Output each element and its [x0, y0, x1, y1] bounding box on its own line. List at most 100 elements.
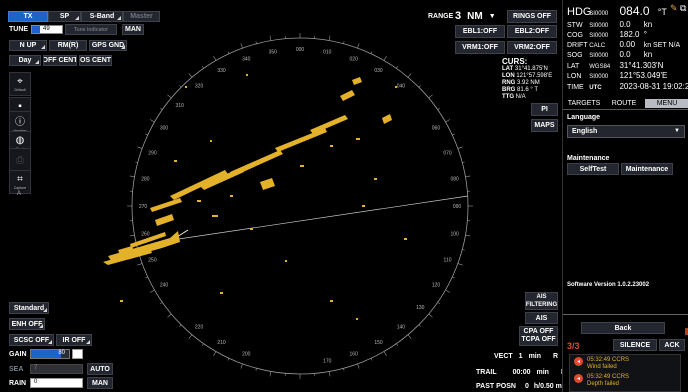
tx-button[interactable]: TX	[8, 11, 48, 22]
bearing-label: 280	[141, 177, 150, 183]
rings-button[interactable]: RINGS OFF	[507, 10, 557, 23]
maintenance-button[interactable]: Maintenance	[621, 163, 673, 175]
maps-button[interactable]: MAPS	[531, 119, 558, 132]
bearing-label: 260	[141, 231, 150, 237]
vect-row[interactable]: VECT 1 min R	[494, 352, 559, 360]
bearing-tick	[445, 289, 450, 293]
radar-echoes	[103, 74, 407, 320]
ebl2-button[interactable]: EBL2:OFF	[507, 25, 557, 38]
ais-filtering-button[interactable]: AIS FILTERING	[525, 292, 558, 310]
bearing-tick	[137, 146, 143, 149]
edit-icon[interactable]: ⧉	[680, 3, 687, 13]
bearing-tick	[437, 107, 440, 110]
range-circle	[131, 37, 469, 375]
back-button[interactable]: Back	[581, 322, 665, 334]
vrm2-button[interactable]: VRM2:OFF	[507, 41, 557, 54]
bearing-label: 290	[148, 150, 157, 156]
nav-row-drift: DRIFT CALC 0.00 kn SET N/A	[567, 40, 681, 49]
default-tool[interactable]: ⌖ Default	[9, 72, 31, 96]
bearing-label: 340	[242, 56, 251, 62]
bearing-tick	[269, 371, 272, 377]
ebl1-button[interactable]: EBL1:OFF	[455, 25, 505, 38]
bearing-label: 300	[160, 126, 169, 132]
alarm-divider	[563, 314, 688, 315]
gain-toggle[interactable]	[72, 349, 83, 359]
off-cent-button[interactable]: OFF CENT	[43, 55, 77, 66]
bearing-tick	[150, 289, 155, 293]
pi-button[interactable]: PI	[531, 103, 558, 116]
ir-button[interactable]: IR OFF	[56, 334, 92, 346]
nav-row-lat: LAT WGS84 31°41.303'N	[567, 61, 664, 70]
past-posn-row[interactable]: PAST POSN 0 h/0.50 min	[476, 382, 569, 390]
language-select[interactable]: English ▼	[567, 125, 685, 138]
rm-button[interactable]: RM(R)	[49, 40, 87, 51]
tab-bar	[563, 97, 688, 110]
silence-button[interactable]: SILENCE	[613, 339, 657, 351]
n-up-button[interactable]: N UP	[9, 40, 47, 51]
ais-button[interactable]: AIS	[525, 312, 558, 324]
gain-slider[interactable]: 80	[30, 349, 70, 359]
sea-slider[interactable]: 7	[30, 364, 83, 374]
nav-row-lon: LON SI0000 121°53.049'E	[567, 71, 668, 80]
bearing-tick	[201, 66, 204, 69]
os-cent-button[interactable]: OS CENT	[79, 55, 112, 66]
bearing-tick	[179, 324, 182, 327]
chevron-down-icon: ▼	[488, 12, 496, 20]
standard-button[interactable]: Standard	[9, 302, 49, 314]
tune-indicator: Tune indicator	[65, 24, 117, 35]
rain-mode-button[interactable]: MAN	[87, 377, 113, 389]
range-selector[interactable]: 3 NM ▼	[455, 9, 505, 23]
tune-field[interactable]: 49	[31, 25, 63, 34]
selftest-button[interactable]: SelfTest	[567, 163, 619, 175]
tune-mode-button[interactable]: MAN	[122, 24, 144, 35]
cursor-row: BRG 81.6 ° T	[502, 87, 538, 93]
capture-tool[interactable]: ⌗ Capture	[9, 170, 31, 194]
enh-button[interactable]: ENH OFF	[9, 318, 45, 330]
list-item[interactable]: ◂ 05:32:49 CCRS Depth failed	[574, 374, 629, 388]
bearing-tick	[328, 35, 331, 41]
bearing-labels: 020 030 040 060 070 080 090 100 110 120 130 140 150 1…	[139, 47, 462, 365]
tab-menu[interactable]: MENU	[645, 99, 688, 108]
gps-gnd-button[interactable]: GPS GND	[89, 40, 127, 51]
gain-value: 80	[58, 350, 65, 356]
scsc-button[interactable]: SCSC OFF	[9, 334, 54, 346]
globe-icon: ◍	[15, 135, 25, 146]
alarm-list[interactable]: ◂ 05:32:49 CCRS Wind failed ◂ 05:32:49 C…	[569, 354, 681, 392]
sp-button[interactable]: SP	[48, 11, 81, 22]
tag-icon: ▪	[18, 101, 22, 112]
bearing-label: 250	[148, 258, 157, 264]
bearing-tick	[150, 119, 155, 123]
bearing-tick	[457, 263, 463, 266]
trail-row[interactable]: TRAIL 00:00 min R	[476, 368, 566, 376]
tune-label: TUNE	[9, 26, 29, 33]
sea-mode-button[interactable]: AUTO	[87, 363, 113, 375]
bearing-tick	[179, 85, 182, 88]
bearing-tick	[357, 43, 360, 49]
rain-value: 0	[34, 379, 38, 385]
bearing-tick	[407, 73, 412, 78]
maintenance-label: Maintenance	[567, 155, 610, 162]
rain-slider[interactable]: 0	[30, 378, 83, 388]
ack-button[interactable]: ACK	[659, 339, 685, 351]
band-button[interactable]: S-Band	[81, 11, 123, 22]
cursor-row: RNG 3.92 NM	[502, 80, 540, 86]
cursor-row: LAT 31°41.875'N	[502, 66, 548, 72]
cpa-tcpa-button[interactable]: CPA OFF TCPA OFF	[519, 326, 558, 346]
bearing-tick	[188, 73, 193, 78]
list-item[interactable]: ◂ 05:32:49 CCRS Wind failed	[574, 357, 629, 371]
tab-route[interactable]: ROUTE	[611, 100, 637, 107]
bearing-tick	[255, 368, 257, 371]
palette-icon[interactable]: ✎	[670, 3, 678, 13]
day-button[interactable]: Day	[9, 55, 41, 66]
cursor-row: TTG N/A	[502, 94, 526, 100]
vrm1-button[interactable]: VRM1:OFF	[455, 41, 505, 54]
master-button[interactable]: Master	[123, 11, 160, 22]
bearing-tick	[462, 249, 465, 251]
bearing-tick	[452, 133, 455, 136]
bearing-tick	[240, 363, 243, 369]
bearing-tick	[255, 41, 257, 44]
a-icon[interactable]: A	[17, 191, 22, 197]
bearing-tick	[129, 175, 135, 178]
tab-targets[interactable]: TARGETS	[567, 100, 601, 107]
